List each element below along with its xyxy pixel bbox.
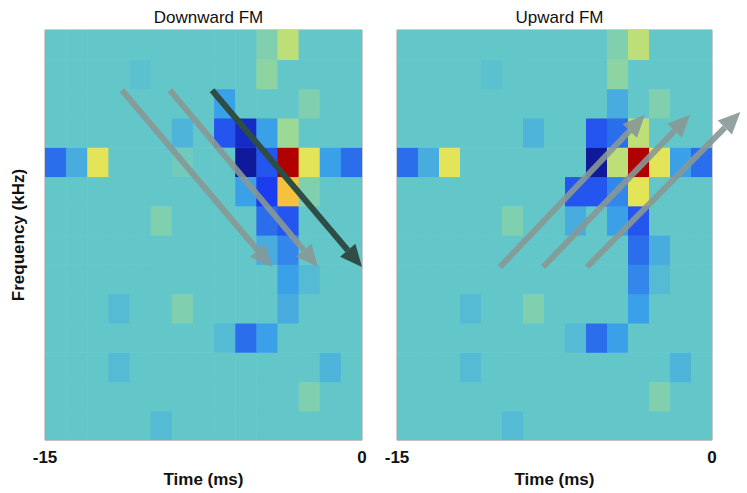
svg-text:Upward FM: Upward FM <box>516 8 604 27</box>
svg-text:-15: -15 <box>385 448 410 467</box>
svg-text:Frequency (kHz): Frequency (kHz) <box>9 169 28 301</box>
svg-text:-15: -15 <box>33 448 58 467</box>
svg-text:0: 0 <box>357 448 366 467</box>
svg-text:Time (ms): Time (ms) <box>164 470 244 489</box>
svg-text:Downward FM: Downward FM <box>154 8 264 27</box>
svg-text:Time (ms): Time (ms) <box>515 470 595 489</box>
svg-text:0: 0 <box>707 448 716 467</box>
